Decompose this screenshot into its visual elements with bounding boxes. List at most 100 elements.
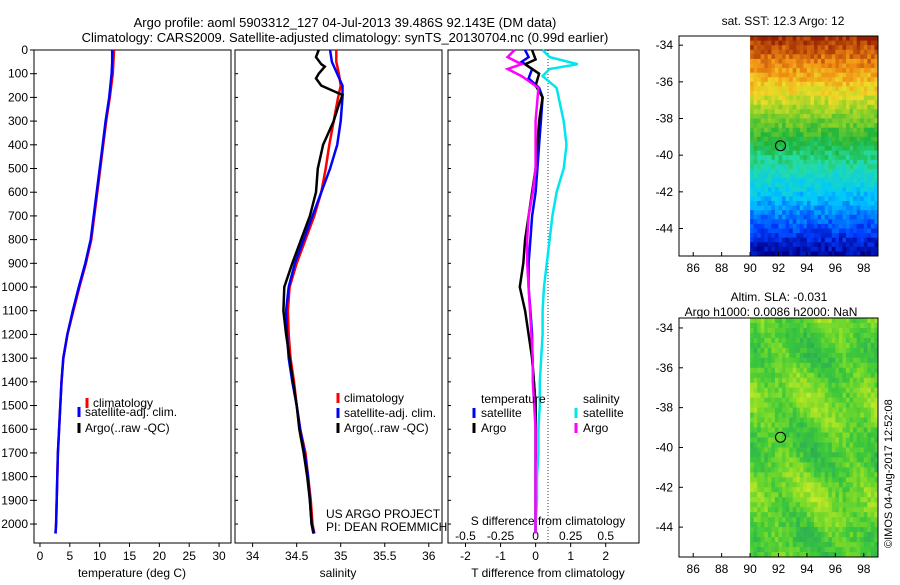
map-cell	[771, 372, 776, 379]
map-cell	[863, 214, 868, 220]
map-cell	[757, 182, 762, 188]
map-cell	[760, 412, 765, 419]
map-cell	[760, 127, 765, 133]
map-cell	[789, 482, 794, 488]
x-tick-label: 35.5	[373, 549, 397, 563]
map-cell	[824, 242, 829, 248]
map-cell	[810, 442, 815, 449]
map-cell	[817, 337, 822, 344]
map-cell	[842, 210, 847, 216]
map-cell	[757, 502, 762, 508]
map-cell	[764, 477, 769, 483]
map-cell	[838, 467, 844, 473]
map-cell	[799, 447, 804, 454]
map-cell	[814, 492, 819, 498]
map-cell	[810, 58, 815, 65]
map-cell	[753, 402, 758, 409]
map-cell	[782, 402, 787, 409]
map-cell	[767, 452, 772, 458]
map-cell	[771, 492, 776, 498]
map-cell	[860, 337, 865, 344]
map-cell	[831, 502, 836, 508]
map-cell	[792, 417, 797, 424]
map-cell	[838, 210, 844, 216]
map-cell	[846, 40, 851, 46]
map-cell	[767, 127, 772, 133]
map-cell	[831, 100, 836, 106]
map-cell	[856, 196, 861, 202]
map-cell	[806, 527, 812, 533]
map-cell	[828, 136, 833, 142]
map-cell	[771, 357, 776, 364]
map-cell	[817, 462, 822, 468]
map-cell	[831, 432, 836, 439]
map-cell	[750, 45, 755, 51]
map-cell	[806, 233, 812, 239]
map-cell	[831, 318, 836, 324]
map-cell	[803, 402, 808, 409]
map-cell	[814, 542, 819, 548]
map-cell	[835, 487, 840, 493]
map-cell	[774, 113, 780, 120]
map-cell	[860, 132, 865, 138]
map-cell	[785, 72, 790, 78]
map-cell	[853, 522, 858, 528]
map-cell	[771, 407, 776, 414]
map-cell	[824, 109, 829, 115]
map-cell	[831, 387, 836, 394]
map-cell	[757, 36, 762, 42]
map-cell	[750, 155, 755, 161]
map-cell	[789, 127, 794, 133]
map-cell	[782, 467, 787, 473]
map-cell	[870, 201, 876, 207]
map-cell	[757, 173, 762, 179]
map-cell	[831, 377, 836, 384]
map-cell	[799, 387, 804, 394]
map-cell	[753, 91, 758, 97]
map-cell	[835, 467, 840, 473]
map-cell	[757, 382, 762, 389]
figure-title-line2: Climatology: CARS2009. Satellite-adjuste…	[82, 30, 609, 45]
map-cell	[874, 447, 878, 454]
map-cell	[856, 81, 861, 87]
map-cell	[817, 487, 822, 493]
map-cell	[782, 136, 787, 142]
salinity-legend: climatology satellite-adj. clim. Argo(..…	[336, 391, 436, 435]
map-cell	[856, 547, 861, 553]
lat-tick-label: -36	[656, 361, 674, 375]
lon-tick-label: 92	[772, 261, 786, 275]
map-cell	[806, 36, 812, 42]
map-cell	[860, 512, 865, 518]
map-cell	[789, 357, 794, 364]
lon-tick-label: 98	[857, 562, 871, 576]
map-cell	[870, 347, 876, 354]
map-cell	[806, 352, 812, 359]
map-cell	[867, 442, 872, 449]
map-cell	[799, 141, 804, 147]
map-cell	[792, 182, 797, 188]
map-cell	[767, 447, 772, 454]
map-cell	[817, 72, 822, 78]
map-cell	[796, 328, 801, 334]
map-cell	[806, 532, 812, 538]
map-cell	[782, 164, 787, 170]
map-cell	[870, 397, 876, 404]
map-cell	[789, 392, 794, 399]
map-cell	[789, 332, 794, 339]
map-cell	[803, 472, 808, 478]
map-cell	[817, 196, 822, 202]
map-cell	[771, 58, 776, 65]
map-cell	[842, 442, 847, 449]
map-cell	[767, 517, 772, 523]
map-cell	[821, 36, 826, 42]
map-cell	[789, 487, 794, 493]
legend-label-climatology: climatology	[93, 396, 153, 410]
map-cell	[760, 497, 765, 503]
map-cell	[753, 328, 758, 334]
map-cell	[771, 397, 776, 404]
map-cell	[821, 367, 826, 374]
map-cell	[785, 201, 790, 207]
map-cell	[757, 72, 762, 78]
map-cell	[814, 214, 819, 220]
map-cell	[835, 173, 840, 179]
